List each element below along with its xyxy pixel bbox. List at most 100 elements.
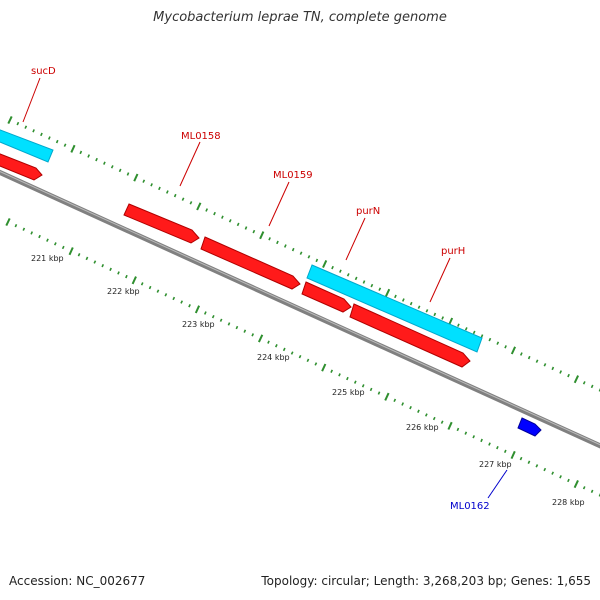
inner-track-minor-tick (101, 263, 105, 268)
gene-label-ML0159[interactable]: ML0159 (273, 170, 313, 181)
leader-line-ML0159 (268, 181, 290, 227)
inner-track-minor-tick (180, 300, 184, 304)
outer-track-major-tick (510, 346, 517, 355)
inner-track-minor-tick (369, 387, 373, 392)
outer-track-minor-tick (173, 193, 177, 198)
outer-track-minor-tick (551, 366, 555, 371)
inner-track-minor-tick (488, 442, 491, 446)
outer-track-minor-tick (362, 280, 366, 284)
outer-track-minor-tick (559, 370, 563, 374)
inner-track-minor-tick (274, 344, 278, 348)
inner-track-minor-tick (551, 471, 555, 475)
inner-track-minor-tick (346, 376, 349, 381)
gene-feature-sucD[interactable] (0, 128, 54, 163)
inner-track-minor-tick (243, 329, 247, 333)
outer-track-major-tick (384, 288, 391, 297)
gene-feature-purN[interactable] (301, 281, 352, 313)
gene-feature-ML0162[interactable] (517, 417, 542, 437)
outer-track-minor-tick (496, 341, 500, 345)
gene-label-ML0162[interactable]: ML0162 (450, 501, 490, 512)
outer-track-minor-tick (244, 226, 248, 230)
inner-track-minor-tick (456, 427, 460, 432)
inner-track-minor-tick (377, 391, 381, 395)
inner-track-minor-tick (109, 267, 112, 272)
gene-label-ML0158[interactable]: ML0158 (181, 131, 221, 142)
outer-track-minor-tick (87, 154, 91, 158)
scale-label-225: 225 kbp (332, 388, 365, 397)
outer-track-minor-tick (40, 132, 43, 137)
inner-track-minor-tick (440, 420, 444, 424)
inner-track-minor-tick (298, 354, 302, 359)
inner-track-minor-tick (148, 285, 152, 290)
gene-label-purH[interactable]: purH (441, 246, 465, 257)
outer-track-minor-tick (441, 316, 445, 320)
genome-backbone-highlight (0, 171, 600, 446)
inner-track-minor-tick (590, 489, 594, 494)
gene-feature-purN-forward[interactable] (306, 264, 483, 353)
inner-track-major-tick (257, 334, 264, 343)
outer-track-minor-tick (126, 172, 130, 176)
gene-feature-left-red[interactable] (0, 152, 43, 181)
inner-track-minor-tick (361, 384, 365, 388)
outer-track-minor-tick (480, 334, 484, 338)
outer-track-minor-tick (103, 161, 106, 165)
scale-label-227: 227 kbp (479, 460, 512, 469)
outer-track-minor-tick (307, 255, 311, 259)
outer-track-minor-tick (401, 298, 405, 302)
inner-track-minor-tick (353, 380, 357, 384)
inner-track-minor-tick (211, 314, 215, 319)
outer-track-minor-tick (504, 345, 507, 349)
outer-track-minor-tick (276, 240, 279, 245)
gene-feature-ML0158[interactable] (123, 203, 200, 244)
gene-label-sucD[interactable]: sucD (31, 66, 56, 77)
inner-track-minor-tick (164, 293, 168, 297)
outer-track-minor-tick (55, 139, 59, 144)
leader-line-sucD (22, 77, 41, 123)
outer-track-minor-tick (118, 168, 122, 173)
outer-track-minor-tick (425, 309, 429, 313)
outer-track-minor-tick (150, 183, 153, 187)
outer-track-minor-tick (291, 247, 295, 252)
inner-track-minor-tick (290, 351, 294, 355)
outer-track-minor-tick (409, 301, 413, 306)
outer-tick-track (7, 115, 600, 392)
outer-track-minor-tick (110, 165, 114, 169)
outer-track-minor-tick (346, 273, 350, 277)
inner-track-minor-tick (527, 460, 531, 464)
inner-track-minor-tick (117, 271, 120, 275)
outer-track-minor-tick (228, 219, 232, 223)
leader-line-purH (429, 257, 451, 303)
leader-line-purN (345, 217, 366, 261)
outer-track-minor-tick (590, 384, 594, 389)
inner-track-minor-tick (30, 231, 34, 235)
inner-track-minor-tick (14, 223, 18, 228)
outer-track-minor-tick (24, 125, 28, 129)
inner-track-minor-tick (401, 402, 405, 406)
gene-feature-purH[interactable] (349, 303, 471, 368)
leader-line-ML0158 (179, 141, 201, 187)
inner-track-minor-tick (219, 318, 223, 322)
outer-track-major-tick (573, 375, 580, 384)
gene-label-purN[interactable]: purN (356, 206, 380, 217)
outer-track-minor-tick (205, 208, 209, 212)
outer-track-minor-tick (16, 121, 20, 126)
inner-track-minor-tick (464, 431, 468, 435)
inner-track-minor-tick (172, 296, 176, 301)
inner-track-minor-tick (22, 227, 26, 231)
inner-track-major-tick (131, 276, 137, 285)
inner-track-minor-tick (314, 362, 318, 366)
outer-track-minor-tick (47, 136, 51, 140)
inner-track-minor-tick (156, 289, 160, 293)
gene-feature-ML0159[interactable] (200, 236, 301, 290)
outer-track-minor-tick (165, 190, 169, 194)
outer-track-minor-tick (488, 337, 492, 342)
outer-track-major-tick (70, 144, 76, 153)
inner-track-minor-tick (409, 405, 412, 410)
outer-track-major-tick (7, 115, 13, 125)
outer-track-minor-tick (252, 229, 256, 234)
inner-track-minor-tick (472, 435, 476, 439)
outer-track-minor-tick (378, 287, 382, 291)
inner-track-minor-tick (251, 333, 255, 337)
inner-track-minor-tick (480, 438, 483, 443)
outer-track-major-tick (196, 202, 202, 211)
